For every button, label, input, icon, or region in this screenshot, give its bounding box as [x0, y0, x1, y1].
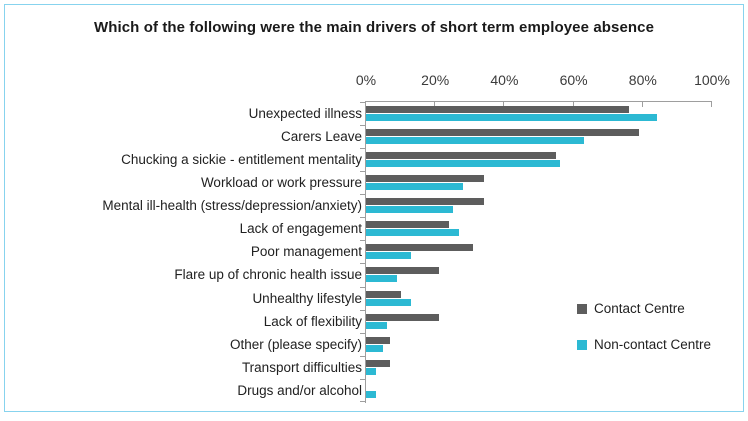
- category-axis-tick: [360, 378, 365, 380]
- category-label: Chucking a sickie - entitlement mentalit…: [121, 152, 362, 168]
- category-axis-tick: [360, 194, 365, 196]
- x-axis-tick: [503, 101, 505, 107]
- category-label: Lack of flexibility: [263, 313, 362, 329]
- bar-row: [360, 240, 712, 263]
- category-axis-tick: [360, 401, 365, 402]
- category-axis-tick: [360, 148, 365, 150]
- category-axis-tick: [360, 355, 365, 357]
- bar-non-contact-centre: [366, 206, 453, 214]
- contact-centre-swatch-icon: [577, 303, 587, 314]
- bar-non-contact-centre: [366, 252, 411, 260]
- category-axis-tick: [360, 102, 365, 103]
- x-axis-line: [365, 101, 712, 102]
- category-axis-tick: [360, 332, 365, 334]
- category-label: Workload or work pressure: [200, 175, 362, 191]
- plot-area: [360, 101, 712, 402]
- bar-non-contact-centre: [366, 298, 411, 306]
- bar-row: [360, 286, 712, 310]
- bar-contact-centre: [366, 129, 640, 137]
- bar-contact-centre: [366, 290, 401, 298]
- x-axis-tick: [434, 101, 436, 107]
- bar-row: [360, 148, 712, 171]
- y-axis-line: [365, 102, 366, 403]
- bar-contact-centre: [366, 359, 391, 367]
- bar-non-contact-centre: [366, 321, 387, 329]
- category-label: Flare up of chronic health issue: [174, 267, 362, 283]
- x-axis-tick: [365, 101, 366, 107]
- bar-row: [360, 217, 712, 240]
- bar-non-contact-centre: [366, 367, 377, 375]
- category-label: Drugs and/or alcohol: [237, 382, 362, 398]
- bar-non-contact-centre: [366, 160, 560, 168]
- category-axis-tick: [360, 125, 365, 127]
- bar-row: [360, 309, 712, 333]
- category-axis-tick: [360, 171, 365, 173]
- bar-row: [360, 378, 712, 402]
- bar-non-contact-centre: [366, 229, 460, 237]
- category-label: Mental ill-health (stress/depression/anx…: [102, 198, 362, 214]
- x-axis-tick: [711, 101, 712, 107]
- category-label: Carers Leave: [280, 129, 362, 145]
- bar-non-contact-centre: [366, 275, 398, 283]
- category-axis-tick: [360, 217, 365, 219]
- category-axis-tick: [360, 263, 365, 265]
- bar-non-contact-centre: [366, 114, 657, 122]
- bar-row: [360, 355, 712, 379]
- bar-contact-centre: [366, 221, 450, 229]
- category-label: Transport difficulties: [241, 359, 362, 375]
- category-label: Other (please specify): [229, 336, 362, 352]
- x-tick-label: 100%: [694, 72, 730, 88]
- legend-label: Non-contact Centre: [594, 337, 712, 352]
- bar-contact-centre: [366, 106, 629, 114]
- non-contact-centre-swatch-icon: [577, 339, 587, 350]
- bar-contact-centre: [366, 152, 557, 160]
- bar-contact-centre: [366, 244, 474, 252]
- legend: Contact Centre Non-contact Centre: [577, 301, 711, 373]
- category-axis-tick: [360, 240, 365, 242]
- legend-label: Contact Centre: [594, 301, 685, 316]
- bar-non-contact-centre: [366, 344, 384, 352]
- bar-row: [360, 194, 712, 217]
- bar-contact-centre: [366, 313, 439, 321]
- x-tick-label: 60%: [559, 72, 588, 88]
- category-label: Unexpected illness: [248, 106, 362, 122]
- bar-row: [360, 171, 712, 194]
- category-label: Poor management: [250, 244, 362, 260]
- x-tick-label: 20%: [421, 72, 450, 88]
- bar-non-contact-centre: [366, 137, 584, 145]
- legend-item-non-contact-centre: Non-contact Centre: [577, 337, 711, 352]
- legend-item-contact-centre: Contact Centre: [577, 301, 711, 316]
- bar-row: [360, 332, 712, 356]
- bar-row: [360, 263, 712, 286]
- category-axis-labels: Unexpected illness Carers Leave Chucking a…: [10, 102, 362, 402]
- chart-title: Which of the following were the main dri…: [93, 19, 655, 36]
- category-axis-tick: [360, 309, 365, 311]
- category-label: Lack of engagement: [239, 221, 362, 237]
- bar-row: [360, 102, 712, 125]
- category-axis-tick: [360, 286, 365, 288]
- x-tick-label: 0%: [355, 72, 377, 88]
- bar-non-contact-centre: [366, 183, 463, 191]
- category-label: Unhealthy lifestyle: [252, 290, 362, 306]
- bar-contact-centre: [366, 175, 484, 183]
- bar-contact-centre: [366, 198, 484, 206]
- x-tick-label: 80%: [628, 72, 657, 88]
- x-axis-tick: [572, 101, 574, 107]
- bar-contact-centre: [366, 267, 439, 275]
- bar-row: [360, 125, 712, 148]
- bar-non-contact-centre: [366, 390, 377, 398]
- x-axis-tick: [641, 101, 643, 107]
- x-tick-label: 40%: [490, 72, 519, 88]
- x-axis-tick-labels: 0% 20% 40% 60% 80% 100%: [356, 72, 730, 90]
- bar-contact-centre: [366, 336, 391, 344]
